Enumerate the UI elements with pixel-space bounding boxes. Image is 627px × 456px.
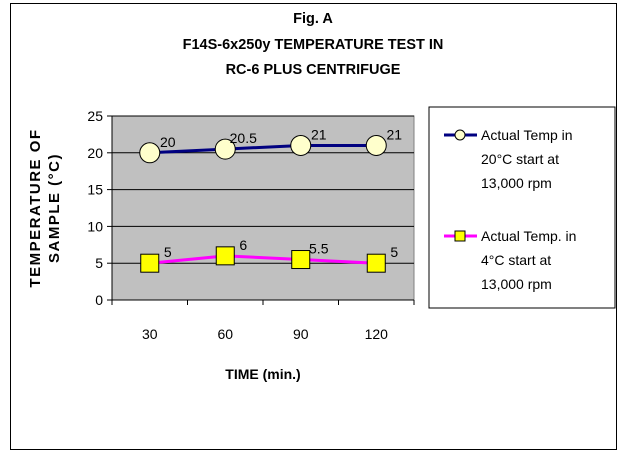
y-axis: 0 5 10 15 20 25 xyxy=(87,108,113,308)
data-label: 5.5 xyxy=(309,241,329,257)
legend-label-line: 4°C start at xyxy=(481,252,551,268)
data-point xyxy=(140,253,160,273)
series: 20 20.5 21 21 5 6 5.5 5 xyxy=(139,126,402,273)
x-axis-title: TIME (min.) xyxy=(225,366,300,382)
data-label: 21 xyxy=(386,126,402,142)
legend-swatch-marker xyxy=(454,129,466,141)
chart-frame: Fig. A F14S-6x250y TEMPERATURE TEST IN RC-… xyxy=(10,3,617,450)
series-line xyxy=(149,254,377,265)
chart-title-line: F14S-6x250y TEMPERATURE TEST IN xyxy=(183,37,444,53)
data-point xyxy=(139,142,161,164)
chart-title: Fig. A F14S-6x250y TEMPERATURE TEST IN RC-… xyxy=(183,11,444,78)
x-axis: 30 60 90 120 xyxy=(111,299,415,342)
chart-svg: Fig. A F14S-6x250y TEMPERATURE TEST IN RC-… xyxy=(27,11,616,382)
y-axis-title-line: TEMPERATURE OF xyxy=(27,128,44,287)
data-point xyxy=(291,250,311,270)
legend: Actual Temp in 20°C start at 13,000 rpm Act… xyxy=(428,106,616,309)
x-tick-label: 30 xyxy=(142,326,158,342)
y-tick-label: 15 xyxy=(87,182,103,198)
y-tick-label: 10 xyxy=(87,218,103,234)
data-point xyxy=(214,138,236,160)
x-tick-label: 90 xyxy=(293,326,309,342)
y-tick-label: 25 xyxy=(87,108,103,124)
legend-label-line: 13,000 rpm xyxy=(481,175,552,191)
data-point xyxy=(366,253,386,273)
y-axis-title-line: SAMPLE (°C) xyxy=(46,153,63,263)
legend-label-line: Actual Temp in xyxy=(481,127,573,143)
x-axis-title: TIME (min.) xyxy=(225,366,300,382)
y-tick-label: 20 xyxy=(87,145,103,161)
data-label: 5 xyxy=(390,244,398,260)
x-tick-label: 120 xyxy=(365,326,389,342)
legend-label-line: Actual Temp. in xyxy=(481,228,576,244)
data-label: 5 xyxy=(164,244,172,260)
legend-swatch-marker xyxy=(454,230,466,242)
y-tick-label: 5 xyxy=(95,255,103,271)
chart-title-line: Fig. A xyxy=(293,11,333,27)
data-label: 6 xyxy=(239,237,247,253)
data-label: 20 xyxy=(160,134,176,150)
legend-label-line: 20°C start at xyxy=(481,151,559,167)
series-line xyxy=(149,143,377,155)
data-label: 20.5 xyxy=(230,130,257,146)
data-label: 21 xyxy=(311,126,327,142)
y-axis-title: TEMPERATURE OF SAMPLE (°C) xyxy=(27,128,63,287)
chart-title-line: RC-6 PLUS CENTRIFUGE xyxy=(226,62,401,78)
data-point xyxy=(215,246,235,266)
data-point xyxy=(365,134,387,156)
data-point xyxy=(290,134,312,156)
x-tick-label: 60 xyxy=(217,326,233,342)
y-tick-label: 0 xyxy=(95,292,103,308)
legend-label-line: 13,000 rpm xyxy=(481,276,552,292)
